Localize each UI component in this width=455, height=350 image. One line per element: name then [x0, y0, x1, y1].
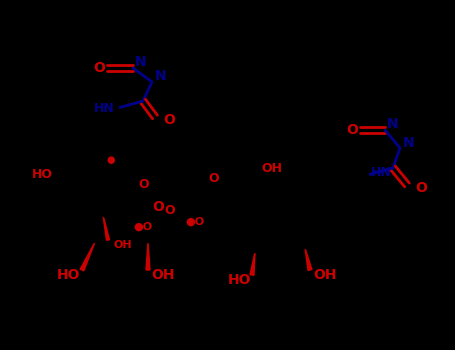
- Text: O: O: [138, 177, 149, 190]
- Text: HO: HO: [228, 273, 251, 287]
- Text: N: N: [155, 69, 167, 83]
- Text: ●O: ●O: [133, 222, 152, 232]
- Text: O: O: [346, 123, 358, 137]
- Text: HN: HN: [94, 102, 115, 114]
- Text: N: N: [387, 117, 399, 131]
- Text: ●: ●: [107, 155, 115, 165]
- Text: ●: ●: [191, 208, 201, 218]
- Text: ●: ●: [124, 193, 132, 203]
- Text: OH: OH: [113, 240, 131, 250]
- Polygon shape: [146, 242, 150, 270]
- Text: O: O: [152, 200, 164, 214]
- Text: OH: OH: [151, 268, 175, 282]
- Text: N: N: [135, 55, 147, 69]
- Text: OH: OH: [313, 268, 337, 282]
- Polygon shape: [80, 242, 95, 271]
- Text: N: N: [403, 136, 415, 150]
- Polygon shape: [103, 215, 110, 240]
- Text: O: O: [415, 181, 427, 195]
- Text: O: O: [93, 61, 105, 75]
- Text: HO: HO: [32, 168, 53, 181]
- Text: HO: HO: [56, 268, 80, 282]
- Polygon shape: [305, 248, 312, 271]
- Text: O: O: [163, 113, 175, 127]
- Text: O: O: [164, 203, 175, 217]
- Text: HN: HN: [371, 167, 392, 180]
- Text: ●: ●: [139, 213, 149, 223]
- Text: ●O: ●O: [186, 217, 205, 227]
- Text: O: O: [208, 173, 219, 186]
- Text: ●: ●: [266, 205, 274, 215]
- Polygon shape: [250, 252, 255, 275]
- Text: OH: OH: [261, 162, 282, 175]
